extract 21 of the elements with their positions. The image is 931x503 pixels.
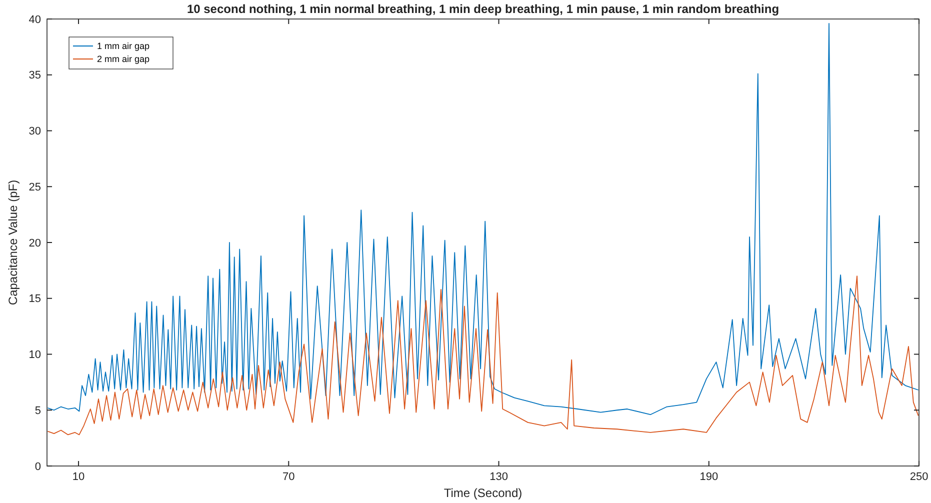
y-tick-label: 0 (34, 460, 41, 473)
x-tick-label: 10 (72, 471, 85, 483)
x-tick-label: 130 (490, 471, 508, 483)
x-axis-title: Time (Second) (444, 486, 522, 500)
x-tick-label: 250 (910, 471, 928, 483)
y-tick-label: 40 (28, 14, 41, 26)
y-axis-title: Capacitance Value (pF) (6, 180, 20, 306)
legend-label: 1 mm air gap (97, 41, 150, 52)
y-tick-label: 30 (28, 126, 41, 138)
legend-label: 2 mm air gap (97, 54, 150, 64)
y-tick-label: 25 (28, 181, 41, 194)
x-tick-label: 70 (282, 471, 295, 483)
y-tick-label: 5 (34, 404, 41, 417)
y-tick-label: 35 (28, 70, 41, 82)
y-tick-label: 15 (28, 293, 41, 306)
line-series (47, 23, 919, 416)
y-tick-label: 20 (28, 237, 41, 250)
chart-title: 10 second nothing, 1 min normal breathing, 1 min deep breathing, 1 min pause, 1 min random breathing (186, 2, 780, 16)
y-tick-label: 10 (28, 349, 41, 362)
x-tick-label: 190 (700, 471, 718, 483)
line-series (47, 276, 919, 436)
